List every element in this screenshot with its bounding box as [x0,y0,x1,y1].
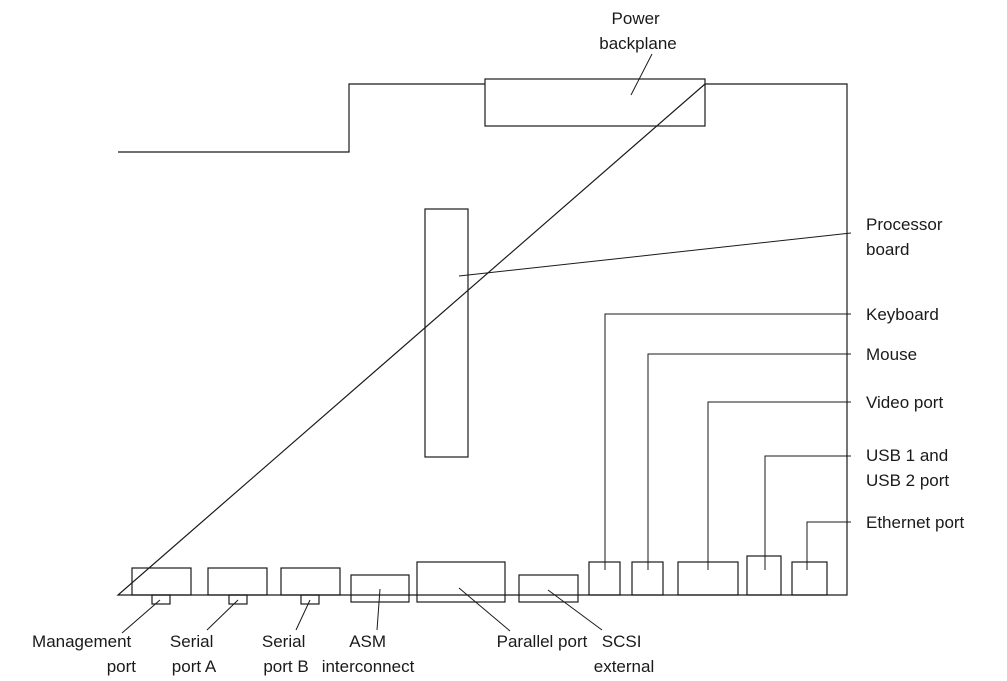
scsi-external-label-line2: external [594,657,654,676]
mouse-leader [647,353,851,570]
asm-interconnect-leader [376,588,381,631]
keyboard-leader [604,313,851,570]
power-backplane-label-line1: Power [612,9,661,28]
scsi-external-label-line1: SCSI [602,632,642,651]
scsi-external-label: SCSI external [594,632,654,676]
serial-port-a-leader [206,599,239,631]
serial-port-a-connector [207,567,268,596]
processor-board-connector [424,208,469,458]
management-port-leader [121,599,161,634]
ethernet-port-leader [806,521,851,570]
video-port-leader [707,401,851,570]
processor-board-leader [458,232,852,277]
usb-port-connector [746,555,782,596]
ethernet-port-label: Ethernet port [866,513,965,532]
asm-interconnect-label: ASM interconnect [322,632,415,676]
asm-interconnect-label-line2: interconnect [322,657,415,676]
power-backplane-label: Power backplane [599,9,677,53]
processor-board-label-line1: Processor [866,215,943,234]
serial-port-b-connector [280,567,341,596]
power-backplane-connector [484,78,706,127]
serial-port-a-label-line1: Serial [170,632,213,651]
management-port-connector [131,567,192,596]
system-board-outline [116,83,848,596]
usb-port-label-line1: USB 1 and [866,446,948,465]
management-port-label-line2: port [107,657,137,676]
serial-port-a-label-line2: port A [172,657,217,676]
mouse-label: Mouse [866,345,917,364]
asm-interconnect-connector [350,574,410,603]
keyboard-label: Keyboard [866,305,939,324]
parallel-port-connector [416,561,506,603]
parallel-port-leader [458,587,511,632]
serial-port-b-label: Serial port B [262,632,310,676]
usb-port-label-line2: USB 2 port [866,471,949,490]
processor-board-label-line2: board [866,240,909,259]
serial-port-b-tab [300,594,320,605]
asm-interconnect-label-line1: ASM [349,632,386,651]
serial-port-b-label-line1: Serial [262,632,305,651]
management-port-label-line1: Management [32,632,132,651]
video-port-label: Video port [866,393,943,412]
management-port-tab [151,594,171,605]
power-backplane-leader [630,53,653,96]
processor-board-label: Processor board [866,215,947,259]
management-port-label: Management port [32,632,136,676]
scsi-external-leader [547,589,603,631]
serial-port-b-label-line2: port B [263,657,308,676]
scsi-external-connector [518,574,579,603]
serial-port-a-label: Serial port A [170,632,218,676]
serial-port-a-tab [228,594,248,605]
serial-port-b-leader [295,599,311,631]
usb-port-leader [764,455,851,570]
power-backplane-label-line2: backplane [599,34,677,53]
usb-port-label: USB 1 and USB 2 port [866,446,953,490]
parallel-port-label: Parallel port [497,632,588,651]
ethernet-port-connector [791,561,828,596]
